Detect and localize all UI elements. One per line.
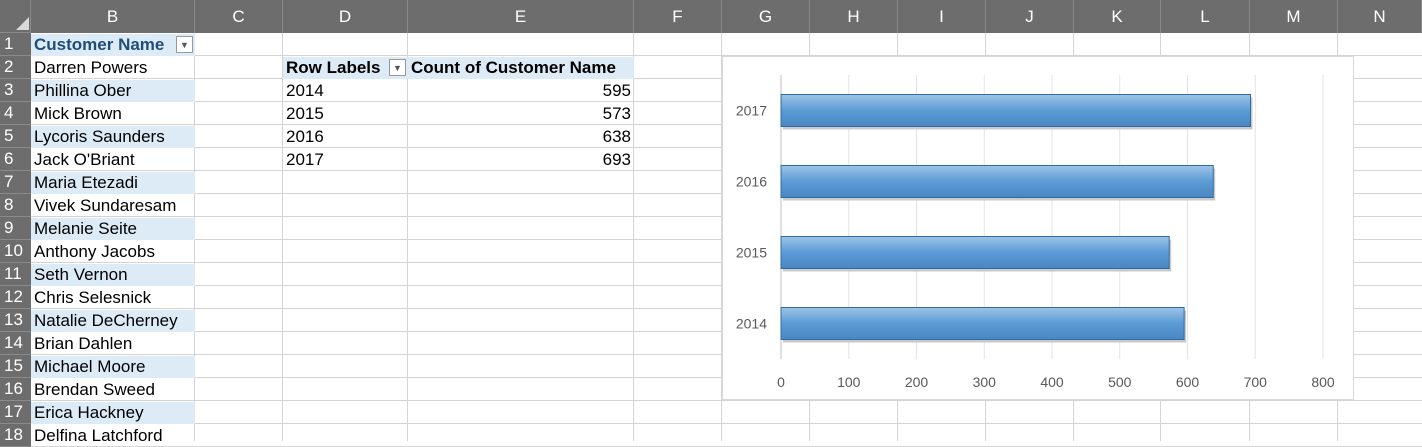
column-header-d[interactable]: D — [283, 0, 408, 33]
row-header-1[interactable]: 1 — [0, 33, 31, 56]
pivot-row-label[interactable]: 2016 — [286, 127, 324, 146]
row-header-18[interactable]: 18 — [0, 424, 31, 447]
y-category-label: 2014 — [736, 316, 767, 332]
row-header-16[interactable]: 16 — [0, 378, 31, 401]
x-tick-label: 500 — [1108, 374, 1132, 390]
pivot-row-value[interactable]: 638 — [602, 127, 631, 146]
column-header-b[interactable]: B — [31, 0, 195, 33]
row-header-11[interactable]: 11 — [0, 263, 31, 286]
column-header-h[interactable]: H — [810, 0, 898, 33]
column-header-j[interactable]: J — [986, 0, 1074, 33]
row-header-14[interactable]: 14 — [0, 332, 31, 355]
customer-name-cell[interactable]: Jack O'Briant — [34, 150, 135, 169]
column-header-m[interactable]: M — [1250, 0, 1338, 33]
row-header-2[interactable]: 2 — [0, 56, 31, 79]
y-category-label: 2015 — [736, 245, 767, 261]
column-header-f[interactable]: F — [634, 0, 722, 33]
row-header-7[interactable]: 7 — [0, 171, 31, 194]
bar-2016[interactable] — [780, 165, 1214, 198]
row-header-10[interactable]: 10 — [0, 240, 31, 263]
row-gridline — [31, 55, 1422, 56]
customer-name-cell[interactable]: Phillina Ober — [31, 80, 195, 102]
y-category-label: 2016 — [736, 174, 767, 190]
column-header-i[interactable]: I — [898, 0, 986, 33]
row-header-9[interactable]: 9 — [0, 217, 31, 240]
x-tick-label: 300 — [973, 374, 997, 390]
column-gridline — [721, 33, 722, 441]
bar-2014[interactable] — [780, 307, 1185, 340]
chart-svg: 0 100 200 300 400 500 600 700 800 2014 2015 2016 201… — [736, 75, 1335, 390]
column-gridline — [282, 33, 283, 441]
customer-name-cell[interactable]: Erica Hackney — [31, 402, 195, 424]
pivot-filter-dropdown-icon[interactable]: ▼ — [389, 59, 406, 76]
pivot-row-value[interactable]: 573 — [602, 104, 631, 123]
filter-dropdown-icon[interactable]: ▼ — [176, 36, 193, 53]
column-header-e[interactable]: E — [408, 0, 634, 33]
customer-name-cell[interactable]: Natalie DeCherney — [31, 310, 195, 332]
customer-name-cell[interactable]: Mick Brown — [34, 104, 122, 123]
customer-name-cell[interactable]: Darren Powers — [34, 58, 148, 77]
pivot-value-header[interactable]: Count of Customer Name — [408, 57, 634, 79]
column-header-l[interactable]: L — [1161, 0, 1250, 33]
pivot-row-label[interactable]: 2015 — [286, 104, 324, 123]
customer-name-cell[interactable]: Lycoris Saunders — [31, 126, 195, 148]
customer-name-cell[interactable]: Melanie Seite — [31, 218, 195, 240]
column-header-k[interactable]: K — [1074, 0, 1161, 33]
row-gridline — [31, 423, 1422, 424]
customer-name-cell[interactable]: Vivek Sundaresam — [34, 196, 177, 215]
pivot-row-value[interactable]: 595 — [602, 81, 631, 100]
row-header-8[interactable]: 8 — [0, 194, 31, 217]
x-tick-label: 0 — [777, 374, 785, 390]
pivot-row-labels-header[interactable]: Row Labels — [283, 57, 408, 79]
x-tick-label: 400 — [1040, 374, 1064, 390]
row-header-17[interactable]: 17 — [0, 401, 31, 424]
column-gridline — [633, 33, 634, 441]
row-gridline — [31, 400, 1422, 401]
x-tick-label: 700 — [1244, 374, 1268, 390]
column-header-g[interactable]: G — [722, 0, 810, 33]
x-tick-label: 800 — [1311, 374, 1335, 390]
x-tick-label: 600 — [1176, 374, 1200, 390]
row-header-15[interactable]: 15 — [0, 355, 31, 378]
row-header-12[interactable]: 12 — [0, 286, 31, 309]
column-header-c[interactable]: C — [195, 0, 283, 33]
row-header-4[interactable]: 4 — [0, 102, 31, 125]
row-header-13[interactable]: 13 — [0, 309, 31, 332]
customer-name-cell[interactable]: Michael Moore — [31, 356, 195, 378]
customer-name-cell[interactable]: Anthony Jacobs — [34, 242, 155, 261]
select-all-corner[interactable] — [0, 0, 31, 33]
y-category-label: 2017 — [736, 103, 767, 119]
x-tick-label: 100 — [837, 374, 861, 390]
select-all-icon — [16, 17, 29, 30]
pivot-row-label[interactable]: 2014 — [286, 81, 324, 100]
row-header-3[interactable]: 3 — [0, 79, 31, 102]
x-tick-label: 200 — [905, 374, 929, 390]
column-gridline — [407, 33, 408, 441]
customer-name-cell[interactable]: Brian Dahlen — [34, 334, 133, 353]
pivot-row-label[interactable]: 2017 — [286, 150, 324, 169]
row-header-5[interactable]: 5 — [0, 125, 31, 148]
customer-name-cell[interactable]: Chris Selesnick — [34, 288, 152, 307]
customer-name-cell[interactable]: Seth Vernon — [31, 264, 195, 286]
bar-chart[interactable]: 0 100 200 300 400 500 600 700 800 2014 2015 2016 201… — [722, 56, 1354, 400]
column-header-n[interactable]: N — [1338, 0, 1422, 33]
customer-name-cell[interactable]: Brendan Sweed — [34, 380, 155, 399]
customer-name-cell[interactable]: Maria Etezadi — [31, 172, 195, 194]
bar-2015[interactable] — [780, 236, 1170, 269]
pivot-row-value[interactable]: 693 — [602, 150, 631, 169]
row-header-6[interactable]: 6 — [0, 148, 31, 171]
customer-name-cell[interactable]: Delfina Latchford — [34, 426, 163, 445]
bar-2017[interactable] — [780, 94, 1252, 127]
table-header-customer-name[interactable]: Customer Name — [31, 34, 195, 56]
